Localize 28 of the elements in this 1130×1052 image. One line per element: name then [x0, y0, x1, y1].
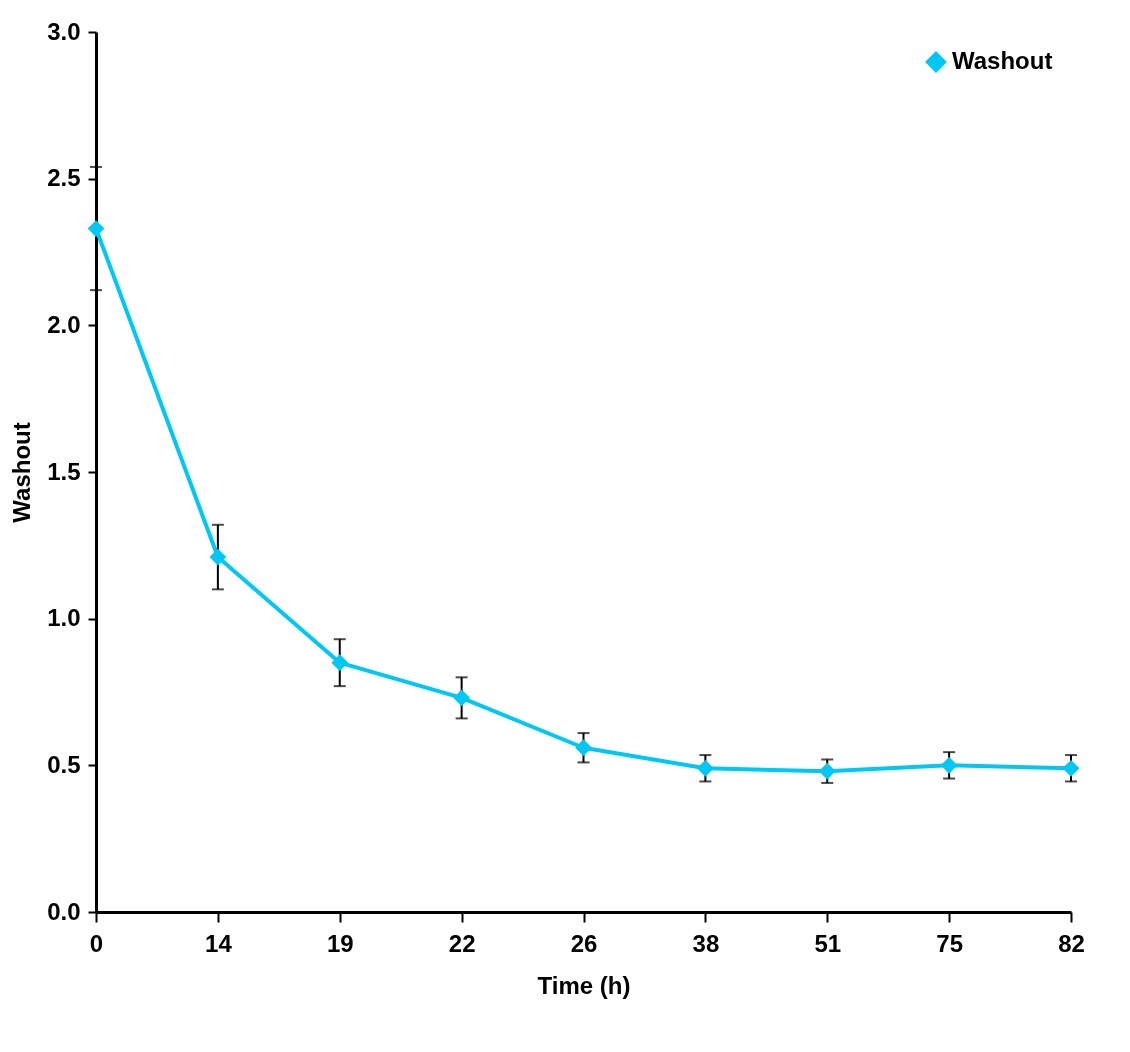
- y-tick-label: 0.5: [47, 750, 81, 778]
- y-tick-label: 2.5: [47, 164, 81, 192]
- x-tick-label: 82: [1058, 929, 1085, 957]
- x-tick-label: 22: [448, 929, 476, 957]
- y-tick-label: 2.0: [47, 310, 81, 338]
- y-tick-label: 3.0: [47, 17, 81, 45]
- x-tick-label: 0: [89, 929, 104, 957]
- y-tick-label: 1.0: [47, 604, 81, 632]
- point: [331, 654, 349, 672]
- point: [818, 762, 836, 780]
- point: [697, 759, 714, 777]
- x-tick-label: 38: [692, 929, 720, 957]
- point: [87, 220, 105, 237]
- x-tick-label: 19: [326, 929, 354, 957]
- legend-label: Washout: [952, 47, 1053, 74]
- point: [1062, 759, 1080, 777]
- y-tick-label: 0.0: [47, 897, 81, 925]
- x-tick-label: 75: [936, 929, 963, 957]
- point: [940, 756, 958, 774]
- x-tick-label: 14: [205, 929, 233, 957]
- x-axis-title: Time (h): [537, 971, 631, 999]
- y-axis-title: Washout: [8, 422, 36, 523]
- x-tick-label: 26: [570, 929, 598, 957]
- x-tick-label: 51: [814, 929, 842, 957]
- point: [575, 739, 592, 757]
- point: [209, 548, 227, 566]
- point: [453, 689, 470, 707]
- y-tick-label: 1.5: [47, 457, 81, 485]
